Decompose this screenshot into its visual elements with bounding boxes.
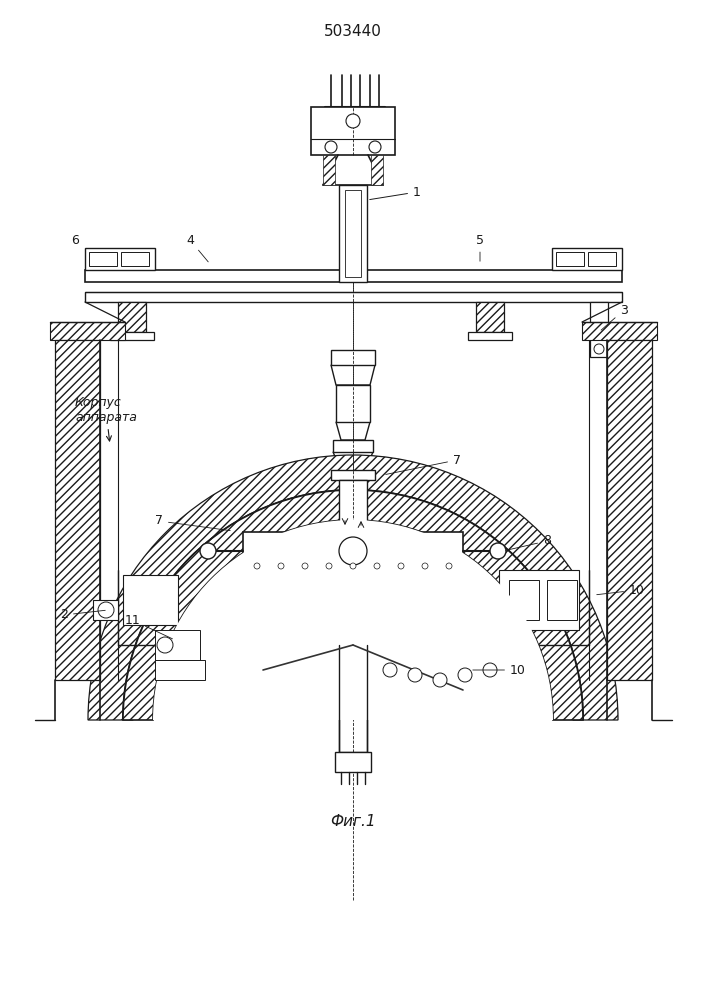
Circle shape <box>398 563 404 569</box>
Bar <box>335 752 371 772</box>
Polygon shape <box>331 365 375 385</box>
Ellipse shape <box>142 584 164 616</box>
Bar <box>333 440 373 452</box>
Circle shape <box>490 543 506 559</box>
Bar <box>588 252 616 266</box>
Bar <box>339 480 367 752</box>
Text: Фиг.1: Фиг.1 <box>330 814 376 830</box>
Polygon shape <box>253 490 453 532</box>
Circle shape <box>339 537 367 565</box>
Bar <box>339 185 367 282</box>
Bar <box>155 630 200 660</box>
Wedge shape <box>123 490 583 720</box>
Circle shape <box>374 563 380 569</box>
Circle shape <box>98 602 114 618</box>
Circle shape <box>408 668 422 682</box>
Ellipse shape <box>411 534 436 568</box>
Bar <box>85 248 155 270</box>
Circle shape <box>326 563 332 569</box>
Bar <box>552 248 622 270</box>
Circle shape <box>278 563 284 569</box>
Text: 3: 3 <box>601 304 628 330</box>
Circle shape <box>350 563 356 569</box>
Bar <box>547 580 577 620</box>
Circle shape <box>383 663 397 677</box>
Text: Корпус
аппарата: Корпус аппарата <box>75 396 137 441</box>
Bar <box>311 107 395 155</box>
Text: 6: 6 <box>71 233 79 246</box>
Bar <box>336 385 370 422</box>
Bar <box>123 575 178 625</box>
Circle shape <box>446 563 452 569</box>
Text: 5: 5 <box>476 233 484 261</box>
Wedge shape <box>88 455 618 720</box>
Bar <box>371 155 383 185</box>
Bar <box>468 332 512 340</box>
Bar <box>582 322 657 340</box>
Bar <box>590 302 608 357</box>
Text: 7: 7 <box>155 514 230 531</box>
Text: 503440: 503440 <box>324 24 382 39</box>
Bar <box>476 302 504 332</box>
Circle shape <box>302 563 308 569</box>
Bar <box>331 470 375 480</box>
Circle shape <box>458 668 472 682</box>
Bar <box>556 252 584 266</box>
Bar <box>121 252 149 266</box>
Bar <box>85 270 622 282</box>
Bar <box>55 340 100 680</box>
Bar <box>243 532 463 570</box>
Wedge shape <box>153 520 553 720</box>
Bar <box>331 350 375 365</box>
Text: 11: 11 <box>124 613 173 639</box>
Bar <box>118 302 146 332</box>
Bar <box>243 562 463 570</box>
Circle shape <box>157 637 173 653</box>
Bar <box>110 332 154 340</box>
Polygon shape <box>336 422 370 440</box>
Bar <box>323 155 335 185</box>
Bar <box>607 340 652 680</box>
Bar <box>345 190 361 277</box>
Ellipse shape <box>271 534 296 568</box>
Bar <box>89 252 117 266</box>
Text: 10: 10 <box>473 664 526 676</box>
Circle shape <box>254 563 260 569</box>
Circle shape <box>483 663 497 677</box>
Text: 4: 4 <box>186 233 209 262</box>
Text: 2: 2 <box>60 608 105 621</box>
Bar <box>85 292 622 302</box>
Ellipse shape <box>370 534 395 568</box>
Bar <box>499 570 579 630</box>
Circle shape <box>369 141 381 153</box>
Bar <box>50 322 125 340</box>
Text: 1: 1 <box>370 186 421 200</box>
Circle shape <box>200 543 216 559</box>
Text: 10: 10 <box>597 584 645 596</box>
Bar <box>155 660 205 680</box>
Circle shape <box>346 114 360 128</box>
Ellipse shape <box>310 534 336 568</box>
Bar <box>93 600 118 620</box>
Circle shape <box>325 141 337 153</box>
Polygon shape <box>333 452 373 470</box>
Circle shape <box>594 344 604 354</box>
Bar <box>509 580 539 620</box>
Text: 7: 7 <box>386 454 461 474</box>
Circle shape <box>422 563 428 569</box>
Circle shape <box>433 673 447 687</box>
Text: 8: 8 <box>506 534 551 550</box>
